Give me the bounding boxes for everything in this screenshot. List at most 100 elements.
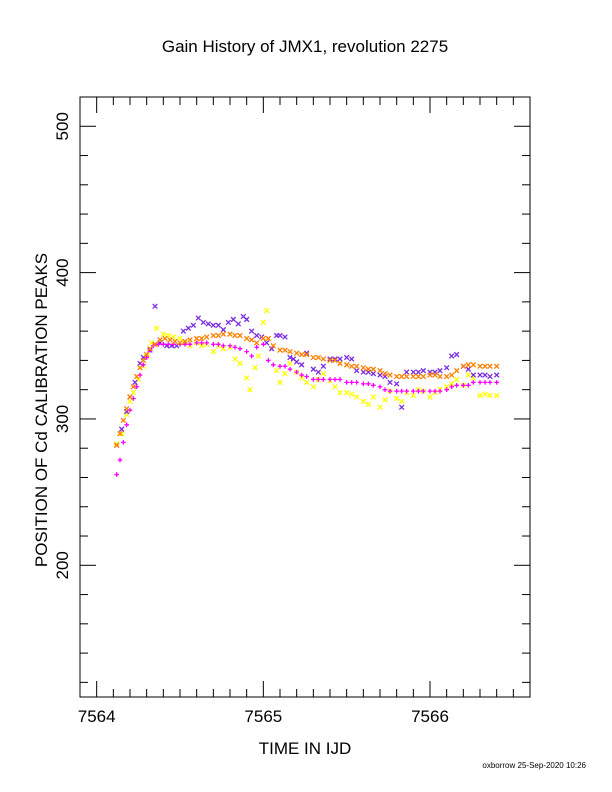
data-point	[227, 343, 233, 349]
data-point	[327, 377, 333, 382]
data-point	[411, 388, 416, 394]
data-point	[232, 332, 238, 339]
data-point	[203, 334, 210, 340]
data-point	[366, 381, 371, 387]
data-point	[266, 358, 271, 363]
data-point	[427, 394, 433, 400]
data-point	[141, 362, 146, 368]
data-point	[370, 370, 377, 377]
data-point	[237, 360, 243, 367]
data-point	[273, 367, 280, 374]
data-point	[277, 363, 283, 369]
data-point	[320, 356, 327, 362]
data-point	[130, 389, 137, 396]
data-point	[470, 372, 477, 378]
data-point	[360, 398, 367, 405]
data-point	[287, 348, 293, 355]
data-point	[253, 340, 260, 346]
data-point	[465, 366, 472, 372]
data-point	[432, 372, 438, 378]
data-point	[477, 380, 483, 385]
data-point	[410, 392, 417, 399]
data-point	[382, 387, 388, 392]
data-point	[303, 350, 310, 356]
data-point	[152, 341, 158, 348]
data-point	[225, 319, 232, 326]
data-point	[227, 331, 233, 337]
data-point	[427, 388, 433, 394]
axis-ticks	[79, 96, 531, 697]
data-point	[193, 335, 200, 342]
data-point	[343, 354, 350, 361]
data-point	[113, 442, 120, 449]
data-point	[117, 457, 123, 463]
data-point	[432, 388, 438, 394]
data-point	[282, 347, 288, 353]
data-point	[293, 359, 300, 365]
data-point	[310, 354, 317, 361]
data-point	[371, 382, 376, 388]
data-point	[448, 353, 455, 359]
data-point	[304, 374, 309, 379]
data-point	[243, 316, 250, 323]
data-point	[437, 388, 443, 394]
data-point	[248, 328, 255, 334]
data-point	[244, 349, 249, 354]
data-point	[316, 377, 321, 382]
data-point	[133, 373, 140, 380]
data-point	[466, 382, 471, 388]
data-point	[156, 342, 161, 347]
data-point	[416, 388, 421, 394]
data-point	[271, 362, 276, 368]
data-point	[287, 366, 293, 372]
data-point	[343, 362, 350, 368]
data-point	[410, 373, 417, 380]
data-point	[144, 355, 149, 360]
data-point	[353, 367, 360, 374]
data-point	[353, 394, 360, 400]
data-point	[437, 373, 443, 380]
x-axis-label: TIME IN IJD	[259, 739, 352, 758]
data-point	[320, 363, 327, 370]
data-point	[198, 343, 205, 349]
data-point	[448, 372, 455, 378]
data-point	[254, 344, 259, 350]
data-point	[310, 383, 317, 390]
data-point	[215, 322, 222, 329]
data-point	[377, 367, 383, 374]
data-point	[337, 389, 343, 396]
data-point	[482, 372, 488, 378]
data-point	[180, 328, 187, 334]
footer-credit: oxborrow 25-Sep-2020 10:26	[482, 761, 586, 770]
data-point	[220, 345, 227, 352]
data-point	[453, 376, 460, 383]
data-point	[220, 326, 227, 333]
data-point	[113, 441, 120, 447]
data-point	[282, 370, 288, 377]
data-point	[187, 342, 193, 347]
data-point	[160, 331, 167, 337]
data-point	[172, 338, 178, 345]
data-point	[253, 332, 260, 339]
data-point	[216, 342, 221, 347]
data-point	[321, 377, 326, 382]
data-point	[232, 356, 238, 362]
data-point	[493, 363, 500, 370]
data-point	[127, 394, 133, 400]
data-point	[162, 335, 168, 342]
x-tick-label: 7566	[411, 707, 449, 726]
data-point	[349, 380, 354, 385]
data-point	[344, 380, 349, 385]
series-4	[113, 331, 500, 449]
data-point	[477, 392, 483, 399]
data-point	[398, 373, 405, 380]
data-point	[248, 337, 255, 343]
plot-frame	[79, 96, 531, 698]
data-point	[477, 363, 483, 370]
x-tick-label: 7565	[244, 707, 282, 726]
data-point	[487, 363, 493, 370]
y-tick-label: 200	[53, 551, 72, 579]
data-point	[261, 342, 266, 347]
data-point	[123, 405, 130, 412]
data-point	[121, 440, 126, 445]
